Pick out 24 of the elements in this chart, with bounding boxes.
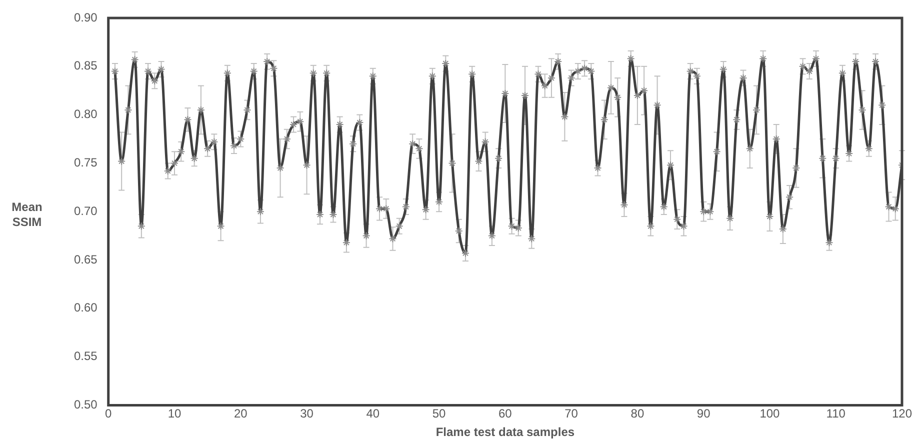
x-tick-label: 10 <box>168 406 182 421</box>
y-tick-label: 0.55 <box>74 349 98 364</box>
y-tick-label: 0.75 <box>74 156 98 170</box>
x-tick-label: 80 <box>630 406 644 421</box>
x-tick-label: 20 <box>234 406 248 421</box>
x-tick-label: 30 <box>300 406 314 421</box>
x-tick-label: 60 <box>498 406 512 421</box>
x-axis-title: Flame test data samples <box>436 425 575 440</box>
y-tick-label: 0.50 <box>74 398 98 412</box>
x-tick-label: 110 <box>826 406 846 421</box>
y-tick-label: 0.60 <box>74 300 98 315</box>
y-tick-label: 0.65 <box>74 252 98 266</box>
x-tick-label: 90 <box>696 406 711 421</box>
x-tick-label: 100 <box>760 406 780 421</box>
y-tick-label: 0.70 <box>74 204 98 218</box>
x-tick-label: 120 <box>892 406 912 421</box>
y-tick-label: 0.80 <box>74 107 98 122</box>
x-tick-label: 70 <box>564 406 578 421</box>
y-tick-label: 0.90 <box>74 10 98 24</box>
x-tick-label: 40 <box>366 406 380 421</box>
x-tick-label: 0 <box>105 406 112 421</box>
x-tick-label: 50 <box>432 406 446 421</box>
y-tick-label: 0.85 <box>74 58 98 73</box>
y-axis-title: Mean SSIM <box>10 200 44 230</box>
